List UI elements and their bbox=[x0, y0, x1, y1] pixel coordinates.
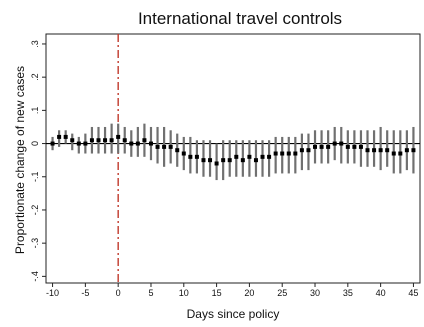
x-axis-label: Days since policy bbox=[187, 307, 280, 321]
data-point bbox=[168, 144, 173, 149]
data-point bbox=[89, 138, 94, 143]
data-point bbox=[385, 148, 390, 153]
data-point bbox=[319, 144, 324, 149]
x-tick-label: -10 bbox=[46, 288, 59, 298]
data-point bbox=[273, 151, 278, 156]
data-point bbox=[221, 158, 226, 163]
data-point bbox=[411, 148, 416, 153]
data-point bbox=[116, 134, 121, 139]
data-point bbox=[181, 151, 186, 156]
x-tick-label: 40 bbox=[376, 288, 386, 298]
data-point bbox=[188, 154, 193, 159]
data-point bbox=[260, 154, 265, 159]
data-point bbox=[227, 158, 232, 163]
data-point bbox=[122, 138, 127, 143]
data-point bbox=[201, 158, 206, 163]
data-point bbox=[96, 138, 101, 143]
data-point bbox=[142, 138, 147, 143]
reference-lines bbox=[46, 34, 420, 283]
y-tick-label: -.2 bbox=[30, 205, 40, 216]
x-tick-label: 35 bbox=[343, 288, 353, 298]
x-axis: -10 -5 0 5 10 15 20 25 30 35 40 45 bbox=[46, 283, 418, 298]
x-tick-label: 30 bbox=[310, 288, 320, 298]
data-point bbox=[175, 148, 180, 153]
data-point bbox=[63, 134, 68, 139]
data-point bbox=[267, 154, 272, 159]
y-axis: .3 .2 .1 0 -.1 -.2 -.3 -.4 bbox=[30, 40, 46, 282]
data-point bbox=[299, 148, 304, 153]
y-tick-label: -.3 bbox=[30, 238, 40, 249]
y-tick-label: -.1 bbox=[30, 172, 40, 183]
data-point bbox=[372, 148, 377, 153]
data-point bbox=[208, 158, 213, 163]
data-point bbox=[253, 158, 258, 163]
x-tick-label: 20 bbox=[244, 288, 254, 298]
y-tick-label: 0 bbox=[30, 141, 40, 146]
chart-title: International travel controls bbox=[138, 9, 342, 28]
y-tick-label: -.4 bbox=[30, 271, 40, 282]
data-point bbox=[339, 141, 344, 146]
data-point bbox=[398, 151, 403, 156]
data-point bbox=[135, 141, 140, 146]
y-tick-label: .3 bbox=[30, 40, 40, 48]
data-point bbox=[240, 158, 245, 163]
data-point bbox=[148, 141, 153, 146]
data-point bbox=[293, 151, 298, 156]
data-point bbox=[162, 144, 167, 149]
data-point bbox=[378, 148, 383, 153]
data-point bbox=[404, 148, 409, 153]
data-points bbox=[50, 134, 416, 166]
data-point bbox=[155, 144, 160, 149]
plot-area bbox=[45, 33, 421, 284]
data-point bbox=[358, 144, 363, 149]
x-tick-label: 0 bbox=[116, 288, 121, 298]
x-tick-label: 5 bbox=[148, 288, 153, 298]
data-point bbox=[70, 138, 75, 143]
data-point bbox=[103, 138, 108, 143]
data-point bbox=[57, 134, 62, 139]
data-point bbox=[129, 141, 134, 146]
error-bars bbox=[51, 123, 415, 181]
data-point bbox=[109, 138, 114, 143]
x-tick-label: 10 bbox=[179, 288, 189, 298]
data-point bbox=[286, 151, 291, 156]
data-point bbox=[306, 148, 311, 153]
data-point bbox=[194, 154, 199, 159]
data-point bbox=[352, 144, 357, 149]
data-point bbox=[365, 148, 370, 153]
data-point bbox=[280, 151, 285, 156]
data-point bbox=[345, 144, 350, 149]
y-axis-label: Proportionate change of new cases bbox=[13, 66, 27, 254]
data-point bbox=[313, 144, 318, 149]
x-tick-label: 45 bbox=[408, 288, 418, 298]
data-point bbox=[247, 154, 252, 159]
data-point bbox=[332, 141, 337, 146]
data-point bbox=[83, 141, 88, 146]
y-tick-label: .1 bbox=[30, 107, 40, 115]
y-tick-label: .2 bbox=[30, 73, 40, 81]
data-point bbox=[76, 141, 81, 146]
data-point bbox=[214, 161, 219, 166]
data-point bbox=[326, 144, 331, 149]
data-point bbox=[234, 154, 239, 159]
x-tick-label: 25 bbox=[277, 288, 287, 298]
x-tick-label: -5 bbox=[81, 288, 89, 298]
x-tick-label: 15 bbox=[212, 288, 222, 298]
data-point bbox=[50, 141, 55, 146]
data-point bbox=[391, 151, 396, 156]
